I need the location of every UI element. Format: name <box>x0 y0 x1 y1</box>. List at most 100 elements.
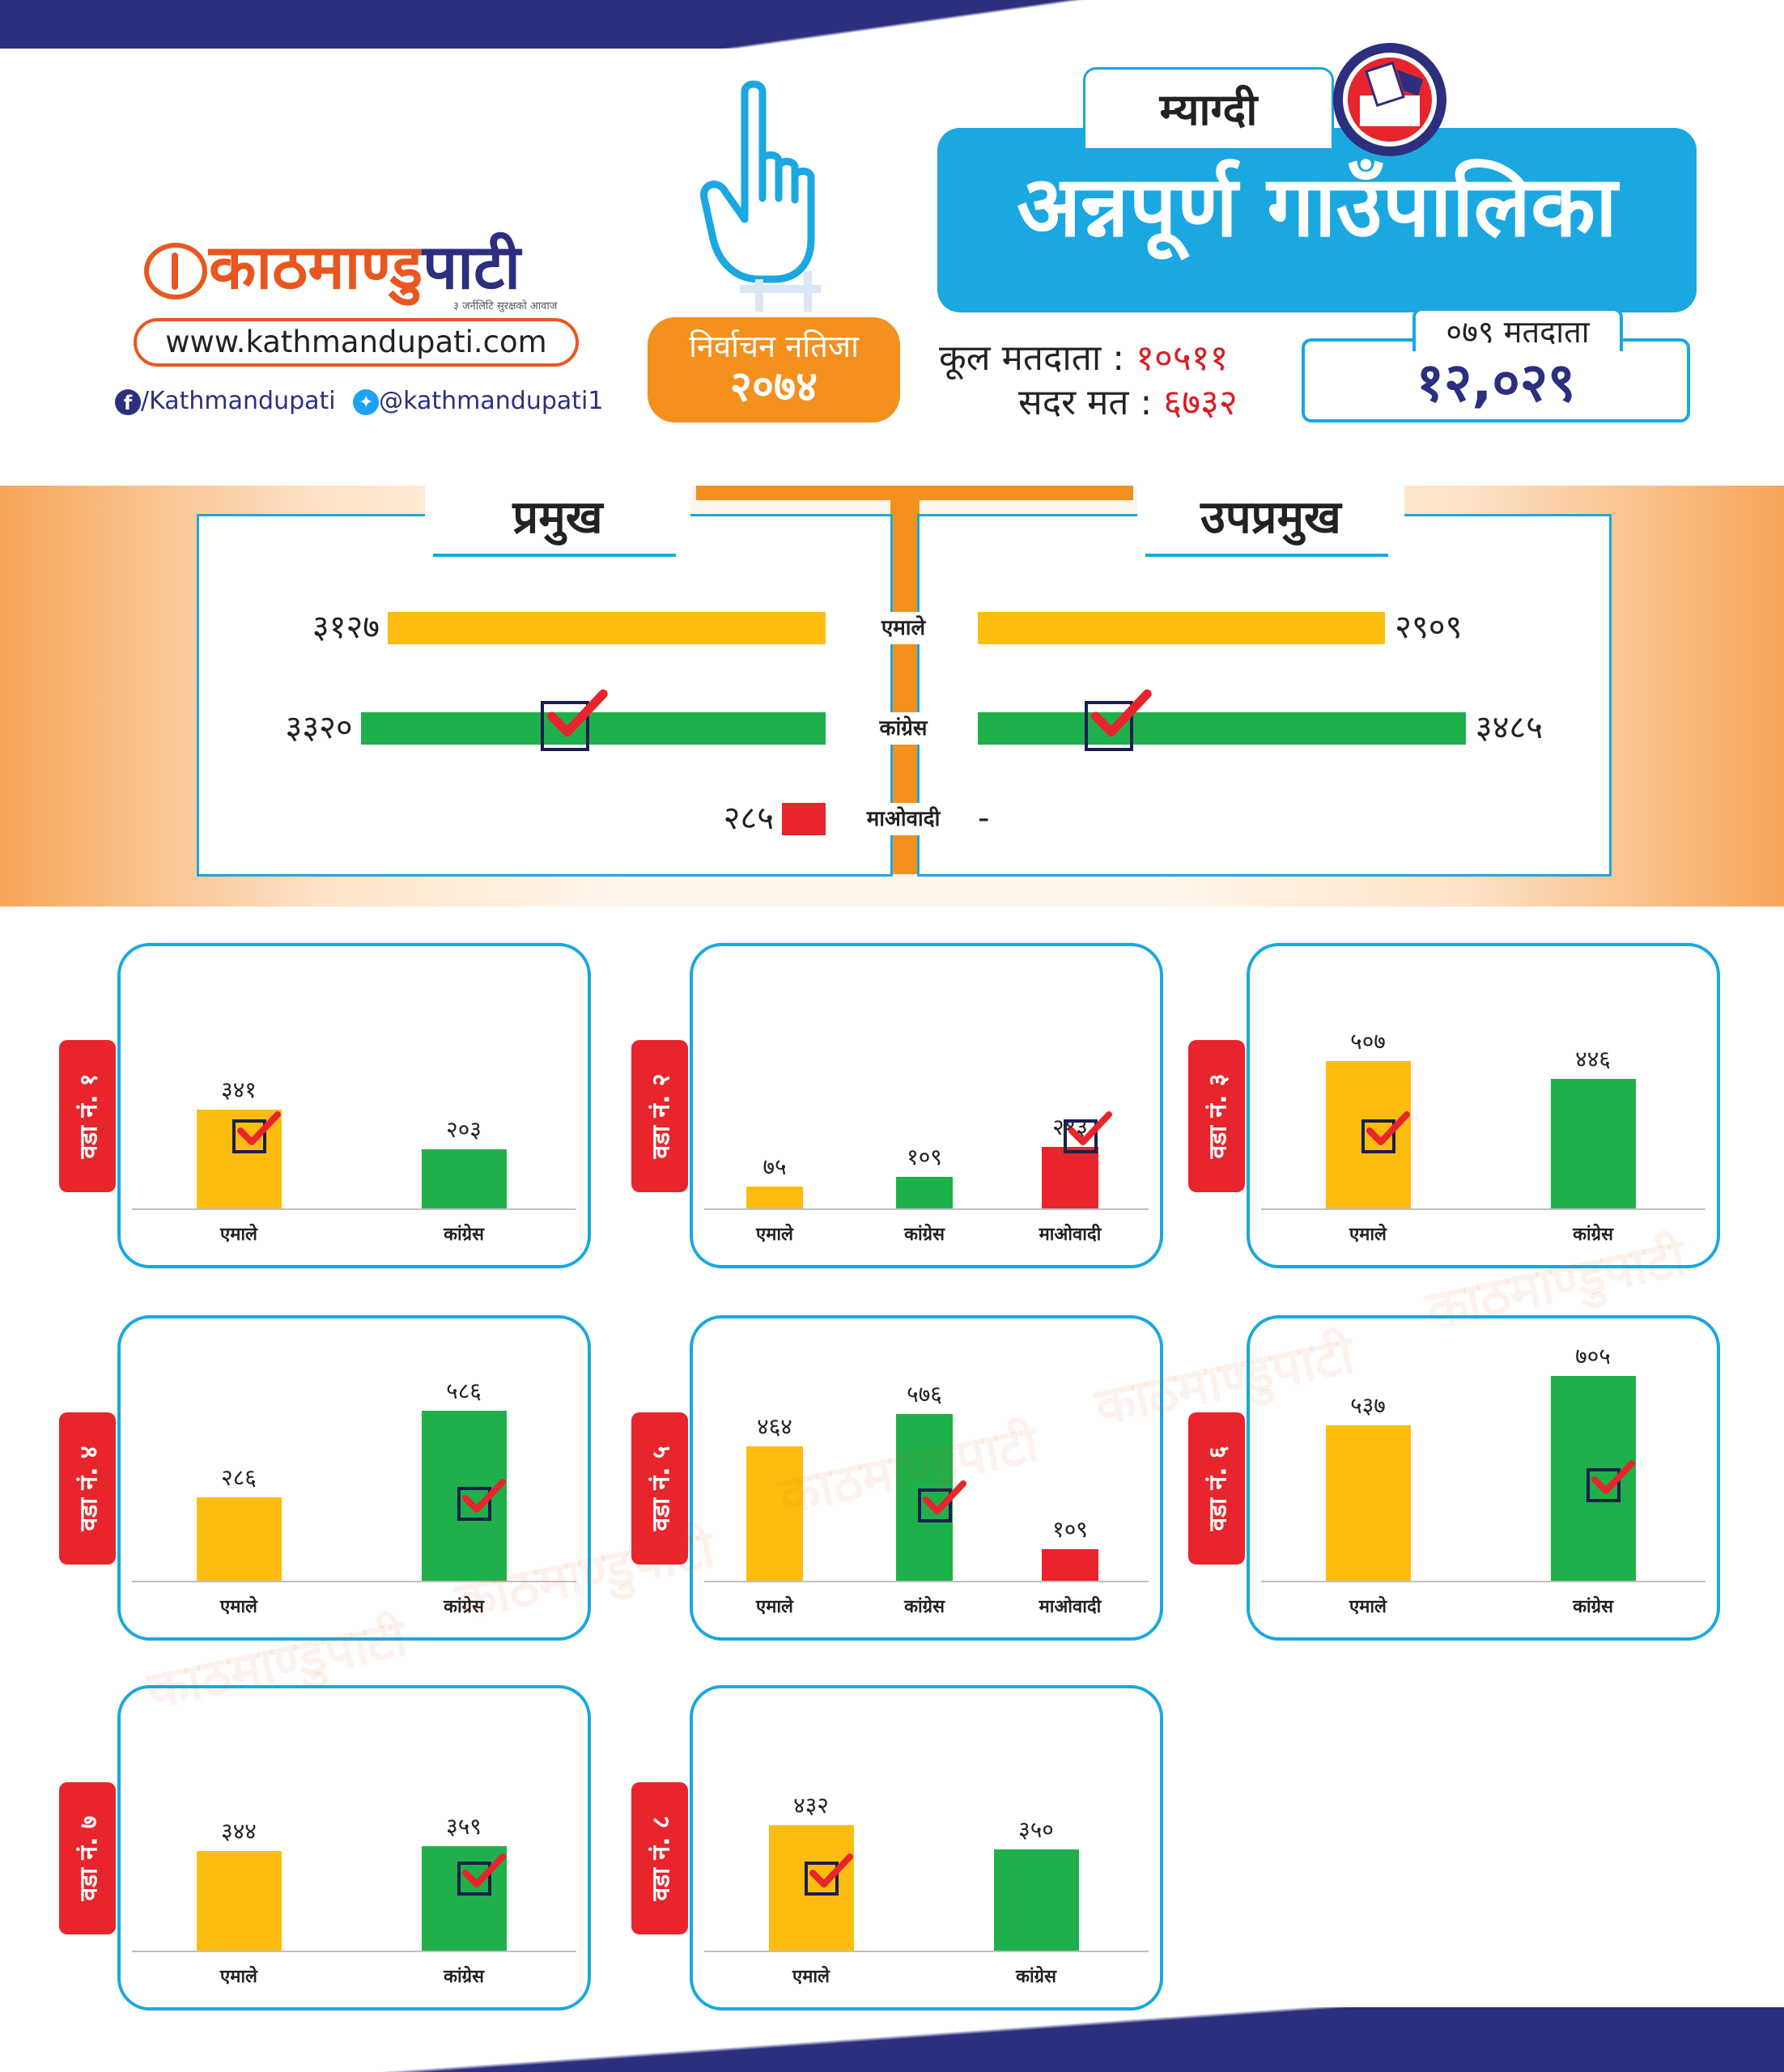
logo: काठमाण्डुपाटी <box>209 231 520 304</box>
twitter-icon[interactable]: ✦ <box>353 388 380 415</box>
valid-votes: सदर मत : ६७३२ <box>1018 380 1238 426</box>
badge-line-2: २०७४ <box>729 363 818 411</box>
total-voters-value: १०५११ <box>1136 338 1229 379</box>
ward-card <box>117 943 591 1268</box>
upapramukh-value-label: - <box>978 800 990 837</box>
ward-bar <box>1550 1079 1636 1208</box>
pramukh-heading: प्रमुख <box>425 482 690 554</box>
pramukh-value-label: ३३२० <box>285 709 353 746</box>
ward-bar <box>196 1497 282 1581</box>
ward-number-tab: वडा नं. २ <box>631 1040 688 1192</box>
ward-category-label: एमाले <box>792 1967 830 1987</box>
pramukh-value-label: ३१२७ <box>312 609 380 646</box>
website-url[interactable]: www.kathmandupati.com <box>134 318 579 367</box>
pramukh-bar <box>360 712 826 745</box>
logo-tagline: ३ जर्नलिटि सुरक्षको आवाज <box>453 300 558 312</box>
total-voters: कूल मतदाता : १०५११ <box>939 336 1228 381</box>
ward-number-label: वडा नं. ६ <box>1204 1446 1233 1531</box>
pramukh-bar <box>782 803 826 835</box>
ward-category-label: एमाले <box>756 1597 793 1617</box>
logo-accent: पाटी <box>423 231 520 303</box>
pramukh-panel <box>197 514 893 877</box>
ward-bar-value-label: २१३ <box>1052 1113 1088 1140</box>
ward-bar-value-label: ५७६ <box>907 1380 942 1408</box>
winner-check-icon <box>918 1480 966 1523</box>
ward-number-label: वडा नं. २ <box>647 1073 676 1159</box>
ward-category-label: एमाले <box>1349 1597 1387 1617</box>
pramukh-bar <box>388 612 826 644</box>
ward-number-label: वडा नं. ८ <box>647 1815 676 1901</box>
x-axis <box>704 1951 1149 1952</box>
ward-bar-value-label: ४३२ <box>793 1792 829 1819</box>
ward-bar-value-label: ४४६ <box>1575 1046 1611 1073</box>
winner-check-icon <box>232 1111 281 1153</box>
ward-category-label: कांग्रेस <box>904 1597 945 1617</box>
election-result-badge: निर्वाचन नतिजा २०७४ <box>648 317 900 422</box>
twitter-handle[interactable]: @kathmandupati1 <box>379 387 604 415</box>
ward-bar-value-label: ३५९ <box>446 1813 482 1841</box>
ward-number-tab: वडा नं. ५ <box>631 1412 688 1565</box>
x-axis <box>1261 1581 1705 1582</box>
upapramukh-heading: उपप्रमुख <box>1137 482 1404 554</box>
facebook-handle[interactable]: /Kathmandupati <box>141 387 336 415</box>
ward-bar <box>1325 1424 1411 1581</box>
ward-bar-value-label: ३४४ <box>221 1817 257 1845</box>
ward-bar <box>896 1413 953 1581</box>
winner-check-icon <box>1361 1111 1410 1153</box>
upapramukh-value-label: २९०९ <box>1395 609 1463 646</box>
ward-bar-value-label: ५३७ <box>1350 1391 1386 1419</box>
ward-bar <box>1042 1146 1098 1208</box>
ward-category-label: कांग्रेस <box>904 1225 945 1245</box>
badge-line-1: निर्वाचन नतिजा <box>689 329 859 364</box>
ward-bar-value-label: १०९ <box>1052 1515 1088 1543</box>
ward-bar <box>1042 1548 1098 1581</box>
facebook-icon[interactable]: f <box>115 388 141 415</box>
ward-category-label: कांग्रेस <box>1573 1597 1613 1617</box>
social-links: f/Kathmandupati ✦ @kathmandupati1 <box>115 387 603 415</box>
x-axis <box>704 1208 1149 1210</box>
ward-bar <box>1325 1061 1411 1208</box>
ward-number-tab: वडा नं. ८ <box>631 1782 688 1934</box>
ward-category-label: माओवादी <box>1039 1597 1102 1617</box>
winner-check-icon <box>540 689 608 751</box>
voters-079-label: ०७९ मतदाता <box>1412 308 1623 351</box>
party-label: कांग्रेस <box>847 712 960 745</box>
ward-card <box>117 1685 591 2010</box>
winner-check-icon <box>1586 1460 1635 1503</box>
ward-bar-value-label: २०३ <box>446 1116 482 1144</box>
logo-icon <box>144 243 207 299</box>
ward-bar <box>896 1176 953 1208</box>
ward-number-tab: वडा नं. १ <box>59 1040 116 1192</box>
ballot-box-icon <box>1333 43 1446 156</box>
ward-number-label: वडा नं. ७ <box>74 1815 104 1901</box>
x-axis <box>132 1951 576 1952</box>
valid-votes-value: ६७३२ <box>1163 382 1238 423</box>
district-label: म्याग्दी <box>1083 67 1334 148</box>
pramukh-value-label: २८५ <box>723 800 774 837</box>
x-axis <box>132 1581 576 1582</box>
ward-bar-value-label: ५०७ <box>1350 1028 1386 1055</box>
winner-check-icon <box>1085 689 1152 751</box>
upapramukh-value-label: ३४८५ <box>1475 709 1543 746</box>
ward-bar-value-label: ४६४ <box>757 1412 792 1440</box>
winner-check-icon <box>457 1479 506 1522</box>
ward-category-label: कांग्रेस <box>444 1967 484 1987</box>
ward-number-label: वडा नं. ३ <box>1204 1073 1233 1159</box>
ward-number-tab: वडा नं. ७ <box>59 1782 116 1934</box>
voting-finger-icon <box>700 80 821 312</box>
ward-category-label: एमाले <box>1349 1225 1387 1245</box>
ward-category-label: कांग्रेस <box>444 1225 484 1245</box>
voters-079-value: १२,०२९ <box>1416 351 1576 414</box>
ward-bar-value-label: ७०५ <box>1575 1343 1611 1370</box>
ward-card <box>690 1685 1163 2010</box>
ward-category-label: एमाले <box>220 1597 257 1617</box>
ward-bar-value-label: ३५० <box>1018 1815 1054 1843</box>
ward-bar <box>196 1850 282 1951</box>
ward-bar-value-label: १०९ <box>907 1143 942 1170</box>
logo-main: काठमाण्डु <box>209 231 423 303</box>
ward-bar <box>993 1849 1079 1951</box>
ward-category-label: माओवादी <box>1039 1225 1102 1245</box>
bottom-decor-bar <box>0 2007 1784 2072</box>
ward-bar-value-label: ७५ <box>762 1153 787 1181</box>
ward-card <box>1247 943 1720 1268</box>
